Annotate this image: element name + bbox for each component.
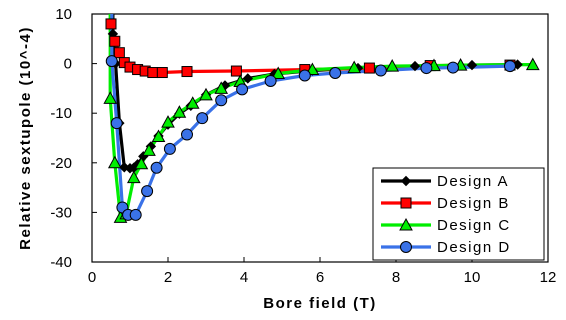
x-tick-label: 4 [240,269,248,286]
marker-layer [103,18,540,223]
data-point [185,96,200,109]
data-point [242,73,254,84]
data-point [466,59,478,71]
y-tick-label: -30 [50,204,72,221]
data-point [103,91,118,104]
data-point [181,66,193,78]
data-point [504,60,516,73]
data-point [298,69,311,82]
data-point [113,47,125,59]
legend-label: Design B [437,195,510,212]
data-point [107,155,122,169]
data-point [109,35,121,47]
data-point [196,112,209,125]
data-point [163,142,176,155]
series-markers-design-c [103,57,540,223]
x-tick-label: 8 [392,269,400,286]
data-point [420,62,433,75]
data-point [230,65,242,77]
legend-label: Design A [437,173,509,190]
data-point [126,170,141,184]
data-point [172,105,187,118]
legend-marker [400,175,412,187]
data-point [141,185,154,198]
x-tick-label: 0 [88,269,96,286]
y-tick-label: -20 [50,155,72,172]
data-point [150,161,163,174]
data-point [161,115,175,128]
x-tick-label: 10 [464,269,481,286]
y-tick-label: -10 [50,105,72,122]
legend-label: Design C [437,217,511,234]
y-tick-label: 10 [55,6,72,23]
data-point [447,61,459,74]
data-point [134,156,149,170]
data-point [374,64,387,77]
data-point [199,87,213,101]
data-point [215,94,228,107]
data-point [347,60,362,74]
data-point [329,67,342,80]
data-point [525,57,540,71]
x-tick-label: 2 [164,269,172,286]
y-tick-label: -40 [50,254,72,271]
legend-label: Design D [437,239,511,256]
data-point [151,129,166,143]
legend-marker [400,241,412,253]
legend-marker [400,197,412,209]
data-point [385,59,400,72]
x-axis-title: Bore field (T) [263,295,377,312]
data-point [129,208,142,221]
data-point [214,81,229,94]
data-point [147,67,159,79]
data-point [156,67,168,79]
data-point [110,117,123,130]
data-point [142,143,156,156]
data-point [105,18,117,30]
axes: 0 2 4 6 8 10 12 10 0 -10 -20 -30 -40 [50,6,556,286]
data-point [105,55,118,68]
data-point [363,62,375,74]
legend-marker [399,217,413,231]
x-tick-label: 6 [316,269,324,286]
data-point [236,83,249,96]
data-point [181,128,193,141]
data-point [264,74,277,87]
legend: Design A Design B Design C Design D [372,167,545,261]
y-tick-label: 0 [64,56,72,73]
y-axis-title: Relative sextupole (10^-4) [17,26,34,250]
series-markers-design-d [105,55,516,221]
data-point [409,60,421,72]
data-point [271,66,286,80]
x-tick-label: 12 [540,269,557,286]
